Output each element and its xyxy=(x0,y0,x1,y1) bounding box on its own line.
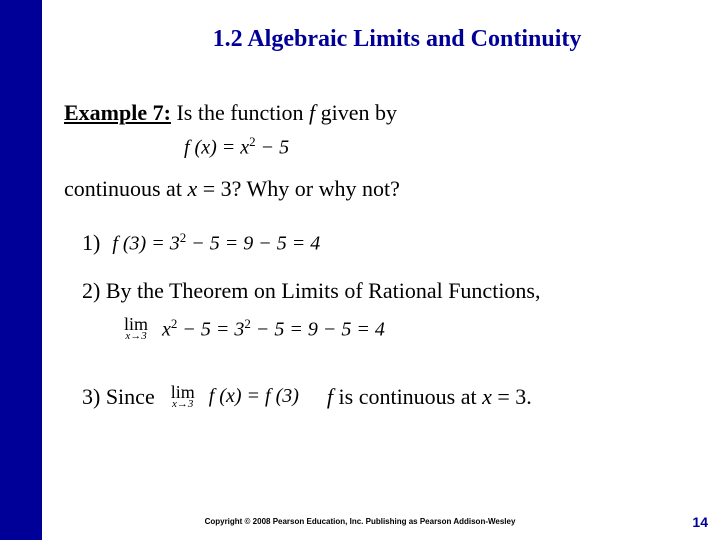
step3-t1: is continuous at xyxy=(333,384,482,409)
example-prompt-line2: continuous at x = 3? Why or why not? xyxy=(64,175,700,204)
slide-content: 1.2 Algebraic Limits and Continuity Exam… xyxy=(42,0,720,540)
step-1: 1) f (3) = 32 − 5 = 9 − 5 = 4 xyxy=(82,230,700,256)
step3-tail: f is continuous at x = 3. xyxy=(327,384,532,410)
accent-sidebar xyxy=(0,0,42,540)
fdef-rhs: − 5 xyxy=(256,136,290,158)
copyright-footer: Copyright © 2008 Pearson Education, Inc.… xyxy=(0,517,720,526)
step1-label: 1) xyxy=(82,230,100,256)
step-2-text: 2) By the Theorem on Limits of Rational … xyxy=(82,278,700,304)
step1-equation: f (3) = 32 − 5 = 9 − 5 = 4 xyxy=(112,230,320,256)
fdef-lhs: f (x) = x xyxy=(184,136,249,158)
q2c: = 3? Why or why not? xyxy=(197,176,400,201)
example-prompt-line1: Example 7: Is the function f given by xyxy=(64,99,700,128)
limit-operator: lim x→3 xyxy=(124,316,148,342)
step3-t2: = 3. xyxy=(492,384,532,409)
question-part2: given by xyxy=(315,100,397,125)
slide-title: 1.2 Algebraic Limits and Continuity xyxy=(94,26,700,53)
lim-sub-2: x→3 xyxy=(172,400,193,410)
function-definition: f (x) = x2 − 5 xyxy=(184,134,700,160)
lim-sub: x→3 xyxy=(125,332,146,342)
limit-operator-2: lim x→3 xyxy=(171,384,195,410)
step2-eq-body: x2 − 5 = 32 − 5 = 9 − 5 = 4 xyxy=(162,316,385,342)
step-3: 3) Since lim x→3 f (x) = f (3) f is cont… xyxy=(82,384,700,410)
q2b: x xyxy=(187,176,197,201)
question-part1: Is the function xyxy=(171,100,309,125)
page-number: 14 xyxy=(692,514,708,530)
step3-label: 3) Since xyxy=(82,384,155,410)
step3-equality: f (x) = f (3) xyxy=(209,385,299,408)
step3-x: x xyxy=(482,384,492,409)
q2a: continuous at xyxy=(64,176,187,201)
example-label: Example 7: xyxy=(64,100,171,125)
step-2-equation: lim x→3 x2 − 5 = 32 − 5 = 9 − 5 = 4 xyxy=(124,316,700,342)
